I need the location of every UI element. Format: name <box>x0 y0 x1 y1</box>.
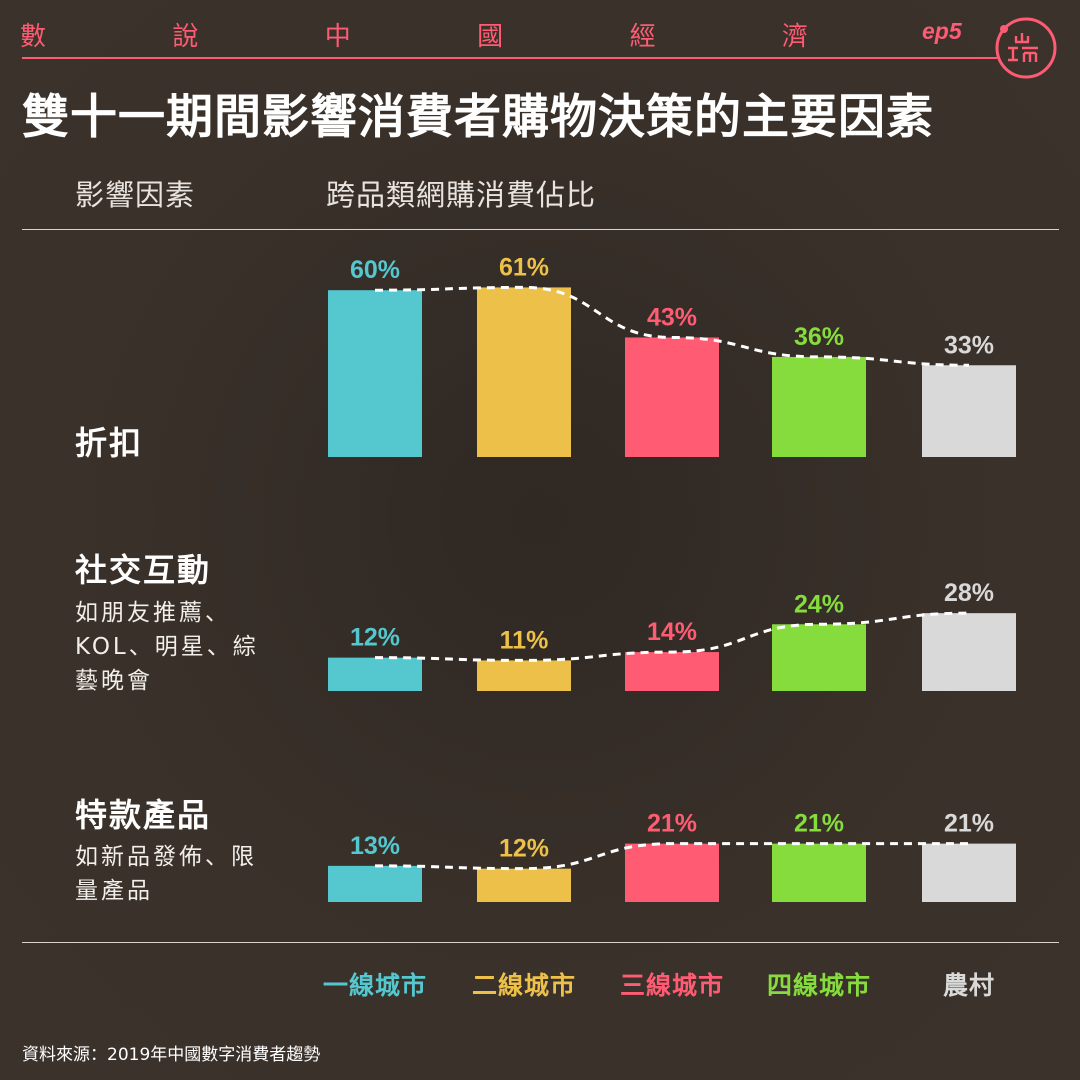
category-label-tier4: 四線城市 <box>766 971 871 1000</box>
bar-social-tier2 <box>477 660 571 691</box>
bar-discount-tier4 <box>772 356 866 457</box>
value-label-social-tier1: 12% <box>350 624 400 652</box>
page-title: 雙十一期間影響消費者購物決策的主要因素 <box>22 90 934 145</box>
column-header-factor: 影響因素 <box>75 178 196 212</box>
value-label-discount-tier4: 36% <box>794 323 844 351</box>
bar-social-rural <box>922 613 1016 691</box>
bar-social-tier1 <box>328 657 422 691</box>
episode-label: ep5 <box>922 18 962 44</box>
value-label-discount-tier3: 43% <box>647 303 697 331</box>
category-label-rural: 農村 <box>942 971 995 1000</box>
value-label-discount-rural: 33% <box>944 331 994 359</box>
bar-discount-rural <box>922 365 1016 457</box>
bar-social-tier3 <box>625 652 719 691</box>
factor-note-special: 如新品發佈、限量產品 <box>75 844 257 904</box>
trend-line-discount <box>374 285 970 367</box>
value-label-special-tier4: 21% <box>794 810 844 838</box>
bar-special-tier1 <box>328 865 422 902</box>
value-label-discount-tier2: 61% <box>499 253 549 281</box>
bar-discount-tier3 <box>625 337 719 457</box>
series-char: 中 <box>324 22 353 52</box>
value-label-social-tier4: 24% <box>794 590 844 618</box>
brand-logo-icon <box>995 17 1057 79</box>
bar-special-tier4 <box>772 843 866 902</box>
category-label-tier2: 二線城市 <box>471 971 576 1000</box>
value-label-special-tier2: 12% <box>499 835 549 863</box>
bar-social-tier4 <box>772 624 866 691</box>
header-divider <box>22 57 997 59</box>
factor-label-social: 社交互動 <box>75 551 212 589</box>
column-header-share: 跨品類網購消費佔比 <box>326 178 597 212</box>
bar-special-tier2 <box>477 868 571 902</box>
value-label-special-tier3: 21% <box>647 810 697 838</box>
bar-discount-tier1 <box>328 290 422 457</box>
bar-discount-tier2 <box>477 287 571 457</box>
value-label-discount-tier1: 60% <box>350 256 400 284</box>
data-source: 資料來源：2019年中國數字消費者趨勢 <box>22 1045 321 1065</box>
trend-line-social <box>374 611 970 662</box>
value-label-special-tier1: 13% <box>350 832 400 860</box>
value-label-social-tier2: 11% <box>500 626 549 654</box>
trend-line-special <box>374 842 969 871</box>
factor-note-social: 如朋友推薦、KOL、明星、綜藝晚會 <box>75 600 259 694</box>
factor-label-discount: 折扣 <box>75 424 144 462</box>
series-title: 數 說 中 國 經 濟 <box>20 16 810 53</box>
series-char: 國 <box>477 22 506 52</box>
value-label-social-tier3: 14% <box>647 618 697 646</box>
value-label-social-rural: 28% <box>944 579 994 607</box>
footer-rule <box>22 942 1059 943</box>
category-label-tier3: 三線城市 <box>619 971 724 1000</box>
header-rule <box>22 229 1059 230</box>
series-char: 數 <box>20 22 49 52</box>
bar-special-tier3 <box>625 843 719 902</box>
bar-special-rural <box>922 843 1016 902</box>
series-char: 經 <box>629 22 658 52</box>
value-label-special-rural: 21% <box>944 810 994 838</box>
series-char: 說 <box>172 22 201 52</box>
category-label-tier1: 一線城市 <box>322 971 427 1000</box>
factor-label-special: 特款產品 <box>75 796 212 834</box>
series-char: 濟 <box>781 22 810 52</box>
